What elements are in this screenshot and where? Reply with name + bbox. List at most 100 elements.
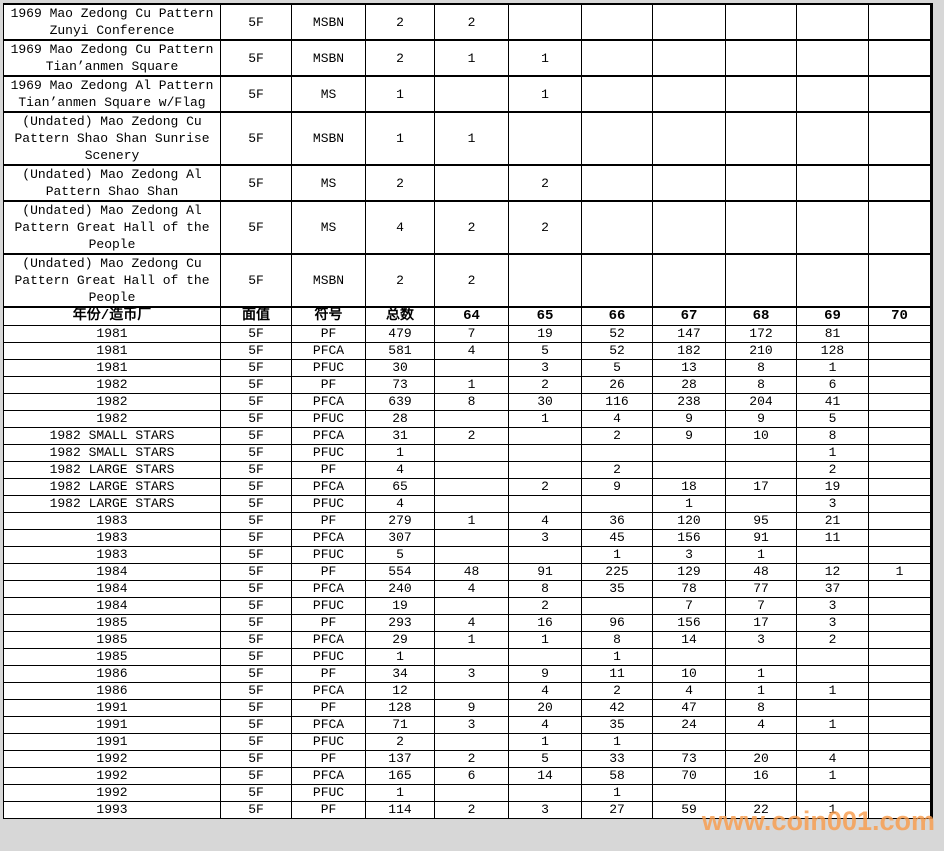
symbol-cell: PFUC bbox=[291, 444, 366, 462]
grade-70-cell bbox=[868, 39, 932, 77]
grade-69-cell bbox=[796, 648, 869, 666]
table-row: 1982 SMALL STARS 5F PFUC 1 1 bbox=[3, 444, 932, 462]
denomination: 5F bbox=[220, 580, 292, 598]
symbol-cell: PFCA bbox=[291, 580, 366, 598]
table-row: 1984 5F PFCA 240 4 8 35 78 77 37 bbox=[3, 580, 932, 598]
denomination: 5F bbox=[220, 393, 292, 411]
table-row: 1986 5F PF 34 3 9 11 10 1 bbox=[3, 665, 932, 683]
grade-70-cell bbox=[868, 376, 932, 394]
grade-69-cell: 8 bbox=[796, 427, 869, 445]
total-cell: 1 bbox=[365, 784, 435, 802]
item-name: 1986 bbox=[3, 682, 221, 700]
grade-69-cell: 6 bbox=[796, 376, 869, 394]
grade-69-cell: 1 bbox=[796, 716, 869, 734]
total-cell: 4 bbox=[365, 461, 435, 479]
grade-70-cell bbox=[868, 3, 932, 41]
total-cell: 5 bbox=[365, 546, 435, 564]
item-name: 1992 bbox=[3, 750, 221, 768]
grade-69-cell: 3 bbox=[796, 614, 869, 632]
denomination: 5F bbox=[220, 478, 292, 496]
grade-70-cell bbox=[868, 410, 932, 428]
grade-69-cell: 19 bbox=[796, 478, 869, 496]
table-header-row: 年份/造币厂 面值 符号 总数 64 65 66 67 68 69 70 bbox=[3, 306, 932, 326]
denomination: 5F bbox=[220, 253, 292, 308]
symbol-cell: PF bbox=[291, 461, 366, 479]
item-name: 1981 bbox=[3, 342, 221, 360]
grade-67-cell: 182 bbox=[652, 342, 726, 360]
total-cell: 114 bbox=[365, 801, 435, 819]
grade-65-cell: 2 bbox=[508, 164, 582, 202]
column-header-grade-66: 66 bbox=[581, 306, 653, 326]
item-name: 1981 bbox=[3, 325, 221, 343]
grade-68-cell: 20 bbox=[725, 750, 797, 768]
grade-70-cell bbox=[868, 393, 932, 411]
item-name: 1985 bbox=[3, 648, 221, 666]
grade-67-cell: 59 bbox=[652, 801, 726, 819]
grade-64-cell: 2 bbox=[434, 3, 509, 41]
symbol-cell: PFCA bbox=[291, 716, 366, 734]
grade-67-cell: 156 bbox=[652, 614, 726, 632]
item-name: 1992 bbox=[3, 784, 221, 802]
total-cell: 1 bbox=[365, 648, 435, 666]
item-name: 1991 bbox=[3, 699, 221, 717]
grade-64-cell bbox=[434, 444, 509, 462]
total-cell: 1 bbox=[365, 111, 435, 166]
total-cell: 554 bbox=[365, 563, 435, 581]
denomination: 5F bbox=[220, 75, 292, 113]
grade-69-cell: 1 bbox=[796, 359, 869, 377]
grade-69-cell: 128 bbox=[796, 342, 869, 360]
grade-64-cell: 2 bbox=[434, 200, 509, 255]
grade-67-cell bbox=[652, 75, 726, 113]
grade-70-cell: 1 bbox=[868, 563, 932, 581]
grade-66-cell: 11 bbox=[581, 665, 653, 683]
grade-70-cell bbox=[868, 733, 932, 751]
grade-68-cell bbox=[725, 75, 797, 113]
total-cell: 2 bbox=[365, 164, 435, 202]
denomination: 5F bbox=[220, 427, 292, 445]
grade-66-cell: 52 bbox=[581, 325, 653, 343]
table-row: 1993 5F PF 114 2 3 27 59 22 1 bbox=[3, 801, 932, 819]
grade-66-cell: 116 bbox=[581, 393, 653, 411]
grade-66-cell: 1 bbox=[581, 648, 653, 666]
grade-65-cell: 4 bbox=[508, 682, 582, 700]
grade-65-cell: 4 bbox=[508, 716, 582, 734]
grade-68-cell: 22 bbox=[725, 801, 797, 819]
table-row: 1984 5F PFUC 19 2 7 7 3 bbox=[3, 597, 932, 615]
grade-66-cell: 1 bbox=[581, 733, 653, 751]
item-name: 1983 bbox=[3, 529, 221, 547]
grade-64-cell: 2 bbox=[434, 427, 509, 445]
total-cell: 279 bbox=[365, 512, 435, 530]
table-row: 1981 5F PF 479 7 19 52 147 172 81 bbox=[3, 325, 932, 343]
table-row: 1985 5F PFCA 29 1 1 8 14 3 2 bbox=[3, 631, 932, 649]
grade-70-cell bbox=[868, 427, 932, 445]
symbol-cell: PF bbox=[291, 750, 366, 768]
grade-69-cell: 2 bbox=[796, 461, 869, 479]
total-cell: 581 bbox=[365, 342, 435, 360]
symbol-cell: PFCA bbox=[291, 342, 366, 360]
table-row: 1991 5F PFCA 71 3 4 35 24 4 1 bbox=[3, 716, 932, 734]
denomination: 5F bbox=[220, 784, 292, 802]
item-name: 1991 bbox=[3, 733, 221, 751]
grade-65-cell: 5 bbox=[508, 750, 582, 768]
grade-65-cell: 8 bbox=[508, 580, 582, 598]
grade-64-cell: 4 bbox=[434, 342, 509, 360]
grade-67-cell: 73 bbox=[652, 750, 726, 768]
grade-65-cell: 1 bbox=[508, 75, 582, 113]
item-name: (Undated) Mao Zedong Al Pattern Shao Shan bbox=[3, 164, 221, 202]
grade-66-cell: 96 bbox=[581, 614, 653, 632]
table-row: 1969 Mao Zedong Cu Pattern Zunyi Conferen… bbox=[3, 3, 932, 41]
grade-64-cell bbox=[434, 784, 509, 802]
grade-70-cell bbox=[868, 631, 932, 649]
grade-70-cell bbox=[868, 546, 932, 564]
grade-70-cell bbox=[868, 801, 932, 819]
grade-68-cell: 210 bbox=[725, 342, 797, 360]
item-name: 1993 bbox=[3, 801, 221, 819]
denomination: 5F bbox=[220, 376, 292, 394]
total-cell: 30 bbox=[365, 359, 435, 377]
grade-70-cell bbox=[868, 325, 932, 343]
grade-65-cell: 2 bbox=[508, 200, 582, 255]
denomination: 5F bbox=[220, 529, 292, 547]
grade-67-cell: 7 bbox=[652, 597, 726, 615]
grade-64-cell bbox=[434, 648, 509, 666]
total-cell: 2 bbox=[365, 253, 435, 308]
